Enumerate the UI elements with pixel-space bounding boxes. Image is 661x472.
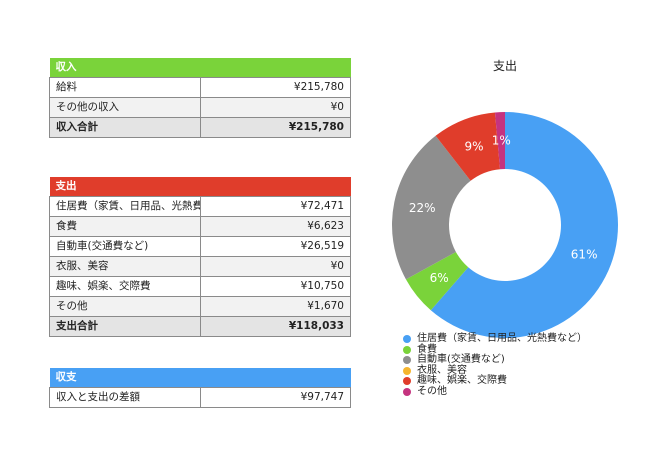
- expense-total-amount[interactable]: ¥118,033: [199, 316, 351, 337]
- income-row-amount[interactable]: ¥215,780: [199, 77, 351, 98]
- legend-label: 衣服、美容: [417, 364, 467, 376]
- expense-row-amount[interactable]: ¥0: [199, 256, 351, 277]
- income-table: 収入 給料 ¥215,780 その他の収入 ¥0 収入合計 ¥215,780: [49, 58, 351, 138]
- legend-item: 衣服、美容: [403, 364, 587, 377]
- expense-row-amount[interactable]: ¥1,670: [199, 296, 351, 317]
- expense-total-label[interactable]: 支出合計: [49, 316, 201, 337]
- expense-row-amount[interactable]: ¥6,623: [199, 216, 351, 237]
- legend-label: 趣味、娯楽、交際費: [417, 375, 507, 386]
- legend-label: 食費: [417, 343, 437, 355]
- legend-item: その他: [403, 385, 587, 398]
- donut-slice: [494, 112, 505, 170]
- expense-row-amount[interactable]: ¥72,471: [199, 196, 351, 217]
- expense-row-label[interactable]: 住居費（家賃、日用品、光熱費など）: [49, 196, 201, 217]
- legend-label: その他: [417, 385, 447, 397]
- legend-swatch: [403, 387, 411, 396]
- expense-table: 支出 住居費（家賃、日用品、光熱費など） ¥72,471 食費 ¥6,623 自…: [49, 177, 351, 337]
- expense-row-label[interactable]: その他: [49, 296, 201, 317]
- balance-table: 収支 収入と支出の差額 ¥97,747: [49, 368, 351, 408]
- slice-label: 22%: [409, 201, 436, 215]
- income-row-amount[interactable]: ¥0: [199, 97, 351, 118]
- expense-header: 支出: [49, 177, 351, 197]
- expense-row-amount[interactable]: ¥26,519: [199, 236, 351, 257]
- slice-label: 1%: [492, 134, 511, 148]
- income-row-label[interactable]: 給料: [49, 77, 201, 98]
- legend-label: 自動車(交通費など): [417, 354, 505, 365]
- legend-item: 自動車(交通費など): [403, 354, 587, 366]
- legend-swatch: [403, 345, 411, 354]
- donut-slice: [405, 251, 469, 311]
- expense-row-label[interactable]: 食費: [49, 216, 201, 237]
- balance-row-amount[interactable]: ¥97,747: [199, 387, 351, 408]
- donut-slice: [430, 112, 618, 338]
- income-total-label[interactable]: 収入合計: [49, 117, 201, 138]
- expense-row-amount[interactable]: ¥10,750: [199, 276, 351, 297]
- balance-header: 収支: [49, 368, 351, 388]
- legend-item: 住居費（家賃、日用品、光熱費など）: [403, 333, 587, 345]
- income-header: 収入: [49, 58, 351, 78]
- expense-row-label[interactable]: 衣服、美容: [49, 256, 201, 277]
- chart-title: 支出: [492, 59, 517, 73]
- legend-swatch: [403, 356, 411, 365]
- legend-label: 住居費（家賃、日用品、光熱費など）: [417, 333, 587, 344]
- income-row-label[interactable]: その他の収入: [49, 97, 201, 118]
- legend-item: 趣味、娯楽、交際費: [403, 375, 587, 387]
- donut-slice: [435, 112, 501, 181]
- slice-label: 61%: [571, 248, 598, 262]
- expense-row-label[interactable]: 趣味、娯楽、交際費: [49, 276, 201, 297]
- balance-row-label[interactable]: 収入と支出の差額: [49, 387, 201, 408]
- income-total-amount[interactable]: ¥215,780: [199, 117, 351, 138]
- donut-svg: 61% 6% 22% 9% 1%: [392, 112, 618, 338]
- slice-label: 6%: [430, 271, 449, 285]
- slice-label: 9%: [465, 139, 484, 153]
- legend-item: 食費: [403, 343, 587, 356]
- expense-row-label[interactable]: 自動車(交通費など): [49, 236, 201, 257]
- chart-legend: 住居費（家賃、日用品、光熱費など） 食費 自動車(交通費など) 衣服、美容 趣味、娯楽、…: [403, 333, 587, 398]
- donut-slice: [392, 135, 471, 280]
- legend-swatch: [403, 377, 411, 386]
- legend-swatch: [403, 366, 411, 375]
- legend-swatch: [403, 335, 411, 344]
- expense-donut-chart: 61% 6% 22% 9% 1% 支出: [380, 50, 640, 350]
